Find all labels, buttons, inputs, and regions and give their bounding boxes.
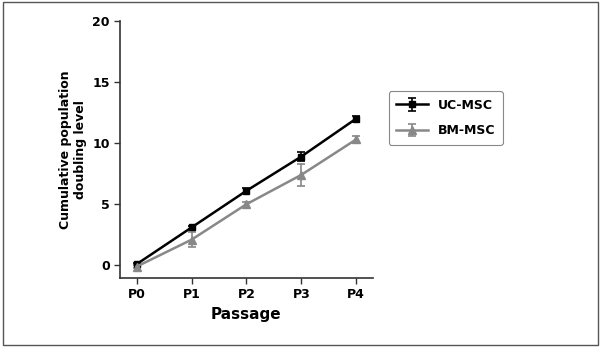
- Y-axis label: Cumulative population
doubling level: Cumulative population doubling level: [59, 70, 87, 229]
- Legend: UC-MSC, BM-MSC: UC-MSC, BM-MSC: [389, 91, 502, 145]
- X-axis label: Passage: Passage: [211, 306, 282, 322]
